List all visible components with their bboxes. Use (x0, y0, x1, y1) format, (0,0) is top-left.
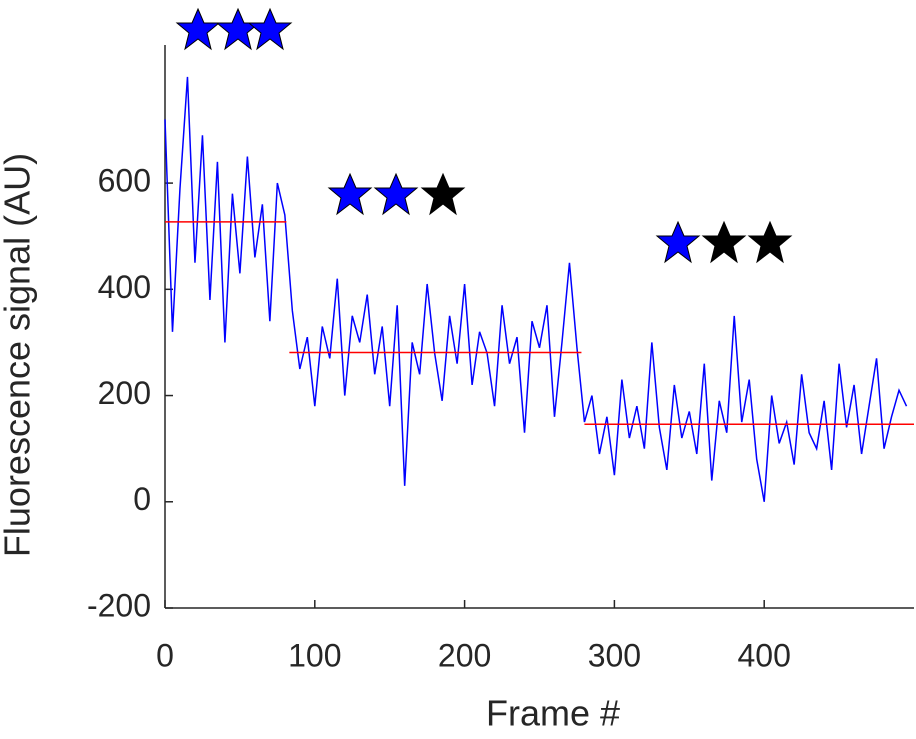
x-tick-label: 200 (438, 637, 491, 673)
star (328, 173, 372, 215)
state-stars (176, 8, 792, 263)
star (702, 221, 746, 263)
y-tick-label: -200 (87, 587, 151, 623)
y-tick-label: 400 (98, 269, 151, 305)
y-tick-label: 0 (133, 481, 151, 517)
star (176, 8, 220, 50)
x-tick-label: 300 (588, 637, 641, 673)
x-tick-label: 0 (156, 637, 174, 673)
y-tick-label: 200 (98, 375, 151, 411)
y-axis-label: Fluorescence signal (AU) (0, 153, 38, 557)
x-axis-label: Frame # (486, 693, 620, 734)
star (748, 221, 792, 263)
star (421, 173, 465, 215)
y-tick-label: 600 (98, 163, 151, 199)
star (248, 8, 292, 50)
signal-line (164, 76, 908, 502)
star (374, 173, 418, 215)
star (216, 8, 260, 50)
x-tick-label: 400 (738, 637, 791, 673)
star (656, 221, 700, 263)
x-tick-label: 100 (288, 637, 341, 673)
